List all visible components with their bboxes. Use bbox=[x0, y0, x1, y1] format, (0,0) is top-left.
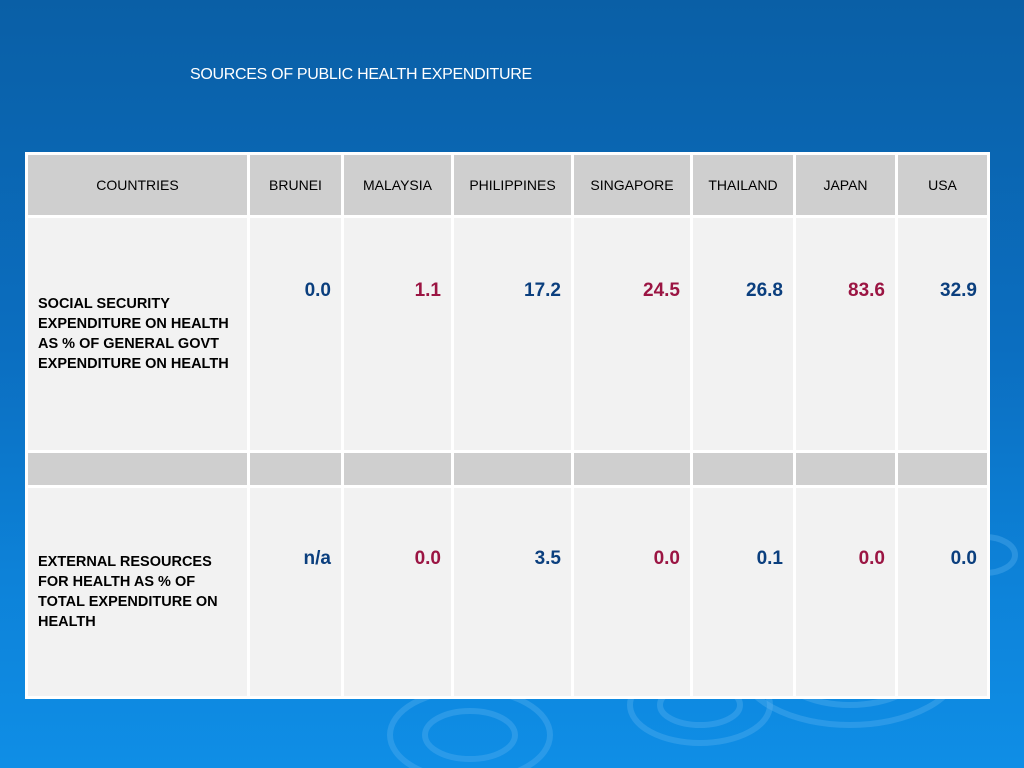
value-cell: 26.8 bbox=[690, 215, 796, 453]
value-cell: 0.0 bbox=[341, 485, 454, 699]
spacer-row bbox=[25, 450, 990, 488]
value-cell: 17.2 bbox=[451, 215, 574, 453]
table-row: EXTERNAL RESOURCES FOR HEALTH AS % OF TO… bbox=[25, 485, 990, 699]
row-label-social-security: SOCIAL SECURITY EXPENDITURE ON HEALTH AS… bbox=[25, 215, 250, 453]
value-cell: 83.6 bbox=[793, 215, 898, 453]
page-title: SOURCES OF PUBLIC HEALTH EXPENDITURE bbox=[190, 66, 532, 83]
value-cell: 0.0 bbox=[895, 485, 990, 699]
value-cell: 0.0 bbox=[793, 485, 898, 699]
value-cell: 24.5 bbox=[571, 215, 693, 453]
header-row: COUNTRIES BRUNEI MALAYSIA PHILIPPINES SI… bbox=[25, 152, 990, 218]
header-thailand: THAILAND bbox=[690, 152, 796, 218]
value-cell: 0.1 bbox=[690, 485, 796, 699]
header-usa: USA bbox=[895, 152, 990, 218]
value-cell: 1.1 bbox=[341, 215, 454, 453]
value-cell: 0.0 bbox=[247, 215, 344, 453]
value-cell: 3.5 bbox=[451, 485, 574, 699]
value-cell: 32.9 bbox=[895, 215, 990, 453]
header-philippines: PHILIPPINES bbox=[451, 152, 574, 218]
header-countries: COUNTRIES bbox=[25, 152, 250, 218]
health-expenditure-table: COUNTRIES BRUNEI MALAYSIA PHILIPPINES SI… bbox=[25, 152, 990, 699]
header-singapore: SINGAPORE bbox=[571, 152, 693, 218]
header-japan: JAPAN bbox=[793, 152, 898, 218]
table-row: SOCIAL SECURITY EXPENDITURE ON HEALTH AS… bbox=[25, 215, 990, 453]
value-cell: 0.0 bbox=[571, 485, 693, 699]
header-malaysia: MALAYSIA bbox=[341, 152, 454, 218]
header-brunei: BRUNEI bbox=[247, 152, 344, 218]
value-cell: n/a bbox=[247, 485, 344, 699]
row-label-external-resources: EXTERNAL RESOURCES FOR HEALTH AS % OF TO… bbox=[25, 485, 250, 699]
